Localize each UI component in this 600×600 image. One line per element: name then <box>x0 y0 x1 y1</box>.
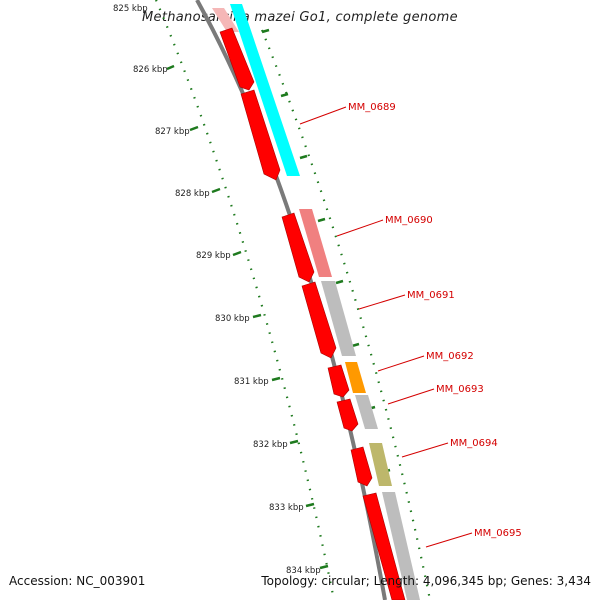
gene-label: MM_0692 <box>426 351 474 362</box>
cds-arrow <box>219 27 255 91</box>
tick-label: 826 kbp <box>133 65 168 75</box>
gene-label: MM_0689 <box>348 102 396 113</box>
tick-label: 827 kbp <box>155 127 190 137</box>
genome-summary-text: Topology: circular; Length: 4,096,345 bp… <box>261 574 591 588</box>
cog-bar <box>212 8 239 32</box>
cog-bar <box>230 4 300 176</box>
cds-arrow <box>281 212 315 283</box>
cog-bar <box>355 395 378 429</box>
major-ticks <box>166 64 329 570</box>
gene-label: MM_0693 <box>436 384 484 395</box>
tick-label: 831 kbp <box>234 377 269 387</box>
accession-text: Accession: NC_003901 <box>9 574 146 588</box>
cds-arrow <box>336 398 359 432</box>
cds-arrows <box>219 27 406 600</box>
cds-arrow <box>301 281 337 359</box>
cds-arrow <box>240 89 281 181</box>
cds-arrow <box>362 492 406 600</box>
cog-bar <box>369 443 392 486</box>
cog-bar <box>382 492 420 600</box>
cog-bars <box>212 4 420 600</box>
tick-label: 833 kbp <box>269 503 304 513</box>
cog-bar <box>299 209 332 277</box>
cds-arrow <box>350 446 373 487</box>
cog-bar <box>321 281 356 356</box>
tick-label: 829 kbp <box>196 251 231 261</box>
gene-label: MM_0690 <box>385 215 433 226</box>
outer-tick-ring <box>260 29 432 600</box>
cds-arrow <box>327 364 350 398</box>
tick-label: 828 kbp <box>175 189 210 199</box>
gene-labels: MM_0689 MM_0690 MM_0691 MM_0692 MM_0693 … <box>348 102 522 539</box>
tick-label: 834 kbp <box>286 566 321 576</box>
gene-label: MM_0694 <box>450 438 498 449</box>
cog-bar <box>345 362 366 393</box>
tick-label: 830 kbp <box>215 314 250 324</box>
tick-labels: 825 kbp 826 kbp 827 kbp 828 kbp 829 kbp … <box>113 4 321 576</box>
label-leaders <box>299 106 473 548</box>
tick-label: 832 kbp <box>253 440 288 450</box>
tick-label: 825 kbp <box>113 4 148 14</box>
gene-label: MM_0691 <box>407 290 455 301</box>
gene-label: MM_0695 <box>474 528 522 539</box>
